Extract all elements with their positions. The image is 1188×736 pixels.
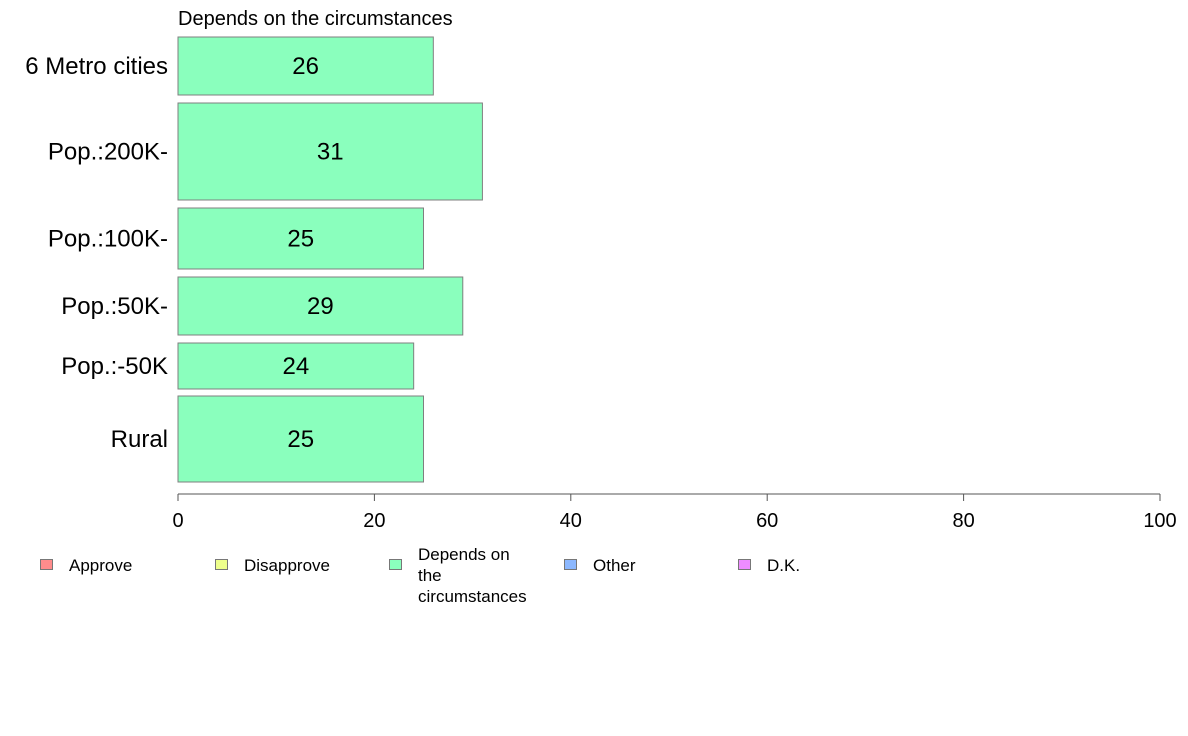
legend-label-other: Other (593, 556, 636, 575)
x-tick-label: 100 (1143, 510, 1176, 532)
legend-label-disapprove: Disapprove (244, 556, 330, 575)
category-label: Pop.:100K- (48, 226, 168, 253)
legend-label-depends: Depends on the circumstances (418, 545, 527, 606)
legend-swatch-dk (738, 559, 751, 570)
x-tick-label: 80 (952, 510, 974, 532)
x-tick-label: 60 (756, 510, 778, 532)
bar (177, 36, 434, 96)
legend: Approve Disapprove Depends on the circum… (0, 540, 1188, 606)
bar-value-label: 31 (317, 139, 344, 166)
legend-swatch-approve (40, 559, 53, 570)
legend-label-dk: D.K. (767, 556, 801, 575)
category-label: Pop.:50K- (61, 293, 168, 320)
bar (177, 276, 464, 336)
legend-swatch-disapprove (215, 559, 228, 570)
bar-value-label: 24 (282, 353, 309, 380)
bar (177, 102, 483, 201)
bar (177, 395, 424, 483)
category-label: Pop.:-50K (61, 353, 168, 380)
bar-value-label: 25 (287, 226, 314, 253)
x-tick-label: 40 (560, 510, 582, 532)
x-tick-label: 20 (363, 510, 385, 532)
bar (177, 342, 415, 390)
legend-swatch-other (564, 559, 577, 570)
bar (177, 207, 424, 270)
x-tick-label: 0 (172, 510, 183, 532)
x-axis: 0 20 40 60 80 100 (172, 493, 1177, 532)
bar-value-label: 25 (287, 426, 314, 453)
bars-group: 26 6 Metro cities 31 Pop.:200K- 25 Pop.:100K-… (25, 36, 483, 483)
bar-value-label: 26 (292, 53, 319, 80)
chart-title: Depends on the circumstances (178, 8, 453, 30)
category-label: 6 Metro cities (25, 53, 168, 80)
category-label: Rural (111, 426, 168, 453)
bar-chart: Depends on the circumstances 26 6 Metro c… (25, 8, 1177, 532)
category-label: Pop.:200K- (48, 139, 168, 166)
legend-label-approve: Approve (69, 556, 133, 575)
legend-swatch-depends (389, 559, 402, 570)
bar-value-label: 29 (307, 293, 334, 320)
